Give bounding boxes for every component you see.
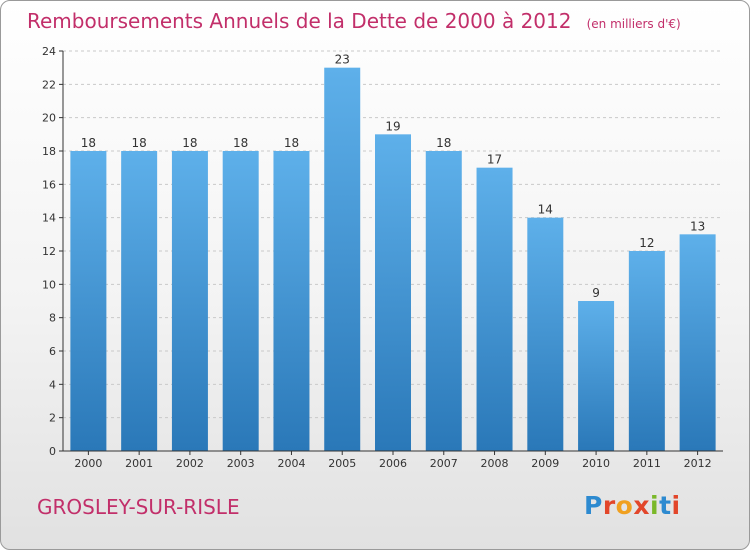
place-name: GROSLEY-SUR-RISLE [37, 495, 240, 519]
bar-2007 [425, 151, 462, 451]
y-tick-label: 6 [49, 345, 56, 358]
logo-letter: x [633, 491, 650, 520]
data-label: 18 [81, 136, 96, 150]
data-label: 18 [132, 136, 147, 150]
data-label: 17 [487, 153, 502, 167]
y-tick-label: 2 [49, 412, 56, 425]
bars [70, 67, 716, 452]
y-tick-label: 20 [42, 112, 56, 125]
data-label: 18 [284, 136, 299, 150]
x-tick-label: 2001 [125, 457, 153, 470]
data-label: 23 [335, 53, 350, 67]
bar-2005 [324, 67, 361, 452]
y-tick-label: 8 [49, 312, 56, 325]
data-label: 19 [385, 119, 400, 133]
logo-letter: i [650, 491, 660, 520]
data-label: 18 [436, 136, 451, 150]
x-tick-label: 2011 [633, 457, 661, 470]
x-tick-label: 2000 [74, 457, 102, 470]
data-label: 9 [592, 286, 600, 300]
bar-2012 [679, 234, 716, 451]
bar-2009 [527, 217, 564, 451]
x-tick-label: 2006 [379, 457, 407, 470]
x-tick-label: 2002 [176, 457, 204, 470]
data-labels: 18 18 18 18 18 23 19 18 17 14 9 12 13 [81, 53, 706, 300]
title-row: Remboursements Annuels de la Dette de 20… [27, 9, 681, 33]
logo-letter: o [615, 491, 634, 520]
x-tick-label: 2009 [531, 457, 559, 470]
x-tick-label: 2003 [227, 457, 255, 470]
y-tick-label: 14 [42, 212, 56, 225]
data-label: 18 [182, 136, 197, 150]
bar-2002 [171, 151, 208, 451]
bar-2001 [121, 151, 158, 451]
x-tick-label: 2007 [430, 457, 458, 470]
x-tick-label: 2005 [328, 457, 356, 470]
bar-2003 [222, 151, 259, 451]
bar-2000 [70, 151, 107, 451]
logo-letter: P [584, 491, 603, 520]
y-tick-label: 22 [42, 78, 56, 91]
x-tick-label: 2010 [582, 457, 610, 470]
y-tick-label: 24 [42, 45, 56, 58]
proxiti-logo[interactable]: Proxiti [584, 491, 681, 520]
logo-letter: r [602, 491, 616, 520]
data-label: 13 [690, 219, 705, 233]
y-tick-label: 4 [49, 378, 56, 391]
y-tick-label: 0 [49, 445, 56, 458]
unit-label: (en milliers d'€) [586, 17, 681, 31]
data-label: 12 [639, 236, 654, 250]
x-tick-label: 2004 [277, 457, 305, 470]
y-tick-label: 12 [42, 245, 56, 258]
bar-2010 [578, 301, 615, 451]
y-tick-label: 10 [42, 278, 56, 291]
logo-letter: i [671, 491, 681, 520]
chart-title: Remboursements Annuels de la Dette de 20… [27, 9, 572, 33]
bar-2004 [273, 151, 310, 451]
bar-2006 [375, 134, 411, 452]
x-tick-label: 2012 [684, 457, 712, 470]
x-tick-label: 2008 [481, 457, 509, 470]
y-tick-label: 16 [42, 178, 56, 191]
data-label: 14 [538, 203, 553, 217]
bar-2008 [476, 167, 513, 451]
bar-2011 [628, 251, 665, 451]
logo-letter: t [659, 491, 672, 520]
y-tick-label: 18 [42, 145, 56, 158]
data-label: 18 [233, 136, 248, 150]
